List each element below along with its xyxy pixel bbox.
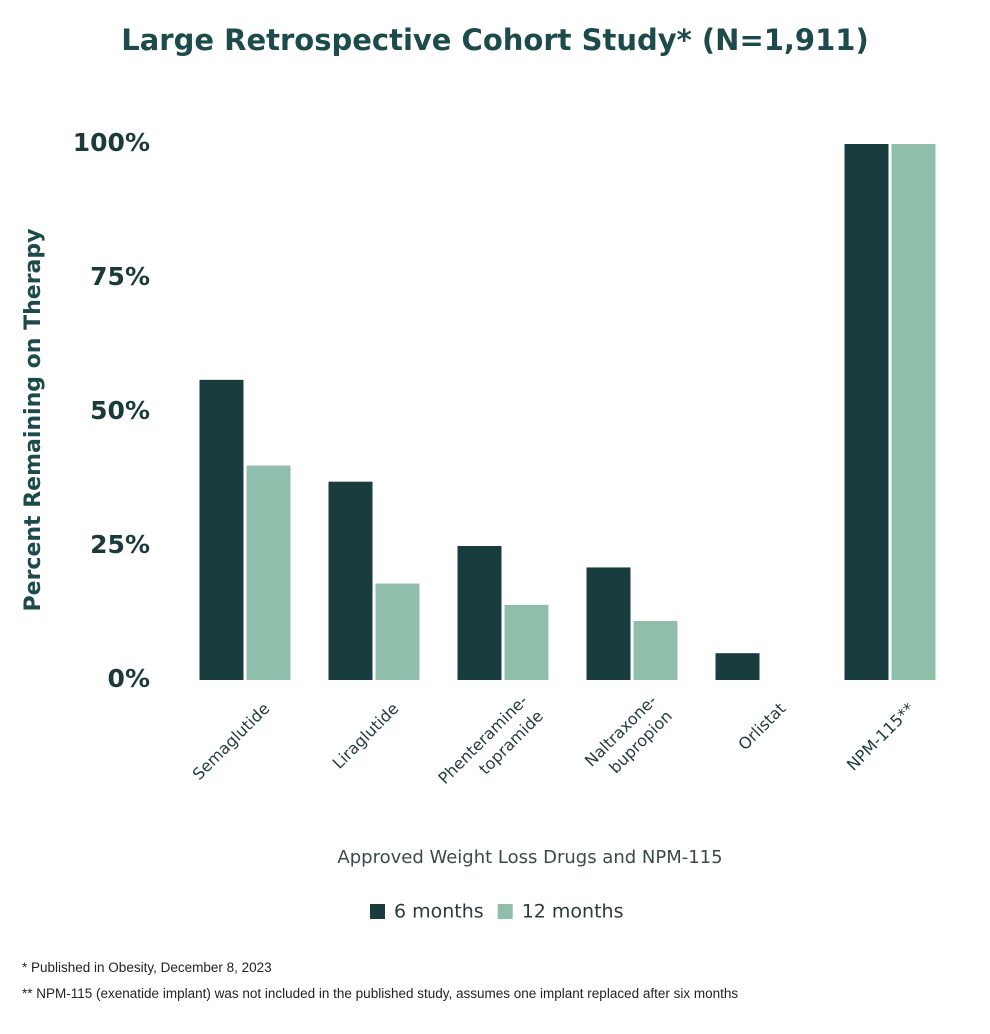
chart: Large Retrospective Cohort Study* (N=1,9… xyxy=(21,23,936,923)
x-tick-label: Phenteramine-topramide xyxy=(434,691,546,803)
y-axis-label: Percent Remaining on Therapy xyxy=(21,229,46,612)
y-tick-label: 25% xyxy=(90,530,150,559)
bar xyxy=(586,567,631,680)
bar xyxy=(457,546,502,680)
x-tick-label: NPM-115** xyxy=(843,699,918,774)
bar xyxy=(504,604,549,680)
bar xyxy=(633,621,678,680)
footnote: ** NPM-115 (exenatide implant) was not i… xyxy=(22,986,739,1001)
chart-title: Large Retrospective Cohort Study* (N=1,9… xyxy=(121,23,868,57)
legend-label: 12 months xyxy=(522,901,624,923)
y-tick-label: 50% xyxy=(90,396,150,425)
y-tick-label: 100% xyxy=(73,128,150,157)
bar xyxy=(328,481,373,680)
bar xyxy=(375,583,420,680)
legend-swatch xyxy=(370,904,385,919)
y-tick-label: 0% xyxy=(108,664,150,693)
bar xyxy=(246,465,291,680)
footnotes: * Published in Obesity, December 8, 2023… xyxy=(22,955,988,1007)
y-tick-label: 75% xyxy=(90,262,150,291)
bar xyxy=(891,144,936,680)
bar xyxy=(715,653,760,680)
legend-label: 6 months xyxy=(394,901,484,923)
x-axis-label: Approved Weight Loss Drugs and NPM-115 xyxy=(337,847,722,868)
x-tick-label: Semaglutide xyxy=(188,699,273,784)
x-tick-label: Liraglutide xyxy=(328,699,402,773)
legend-swatch xyxy=(497,904,513,919)
footnote: * Published in Obesity, December 8, 2023 xyxy=(22,960,272,975)
bar xyxy=(844,144,889,680)
bar xyxy=(199,379,244,680)
x-tick-label: Orlistat xyxy=(734,699,789,754)
x-tick-label: Naltraxone-bupropion xyxy=(581,691,676,786)
